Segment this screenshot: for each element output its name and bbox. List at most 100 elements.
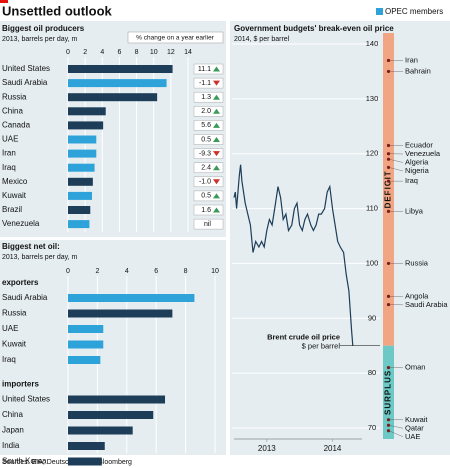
x-tick-label: 12: [167, 49, 175, 56]
change-label: nil: [204, 221, 211, 228]
breakeven-label: UAE: [405, 432, 420, 441]
change-arrow: [213, 137, 220, 142]
x-tick-label: 14: [184, 49, 192, 56]
change-label: 5.6: [201, 122, 211, 129]
zone-label: DEFICIT: [384, 170, 393, 208]
category-label: Saudi Arabia: [2, 78, 48, 87]
change-box: [193, 63, 224, 75]
x-tick-label: 10: [150, 49, 158, 56]
change-box: [193, 77, 224, 89]
change-box: [193, 148, 224, 159]
panel: [0, 240, 226, 455]
legend-label: OPEC members: [385, 7, 443, 16]
category-label: Venezuela: [2, 219, 40, 228]
breakeven-dot: [386, 418, 391, 422]
y-tick-label: 120: [366, 149, 379, 158]
annotation: Brent crude oil price: [267, 333, 340, 342]
change-label: 11.1: [198, 66, 211, 73]
panel-subtitle: 2014, $ per barrel: [234, 36, 290, 43]
change-arrow: [213, 94, 220, 100]
change-arrow: [213, 108, 220, 114]
y-tick-label: 90: [368, 313, 376, 322]
category-label: Mexico: [2, 177, 28, 186]
group-label: exporters: [2, 278, 39, 287]
breakeven-label: Qatar: [405, 423, 424, 432]
bar: [68, 121, 104, 130]
category-label: Brazil: [2, 205, 22, 214]
category-label: UAE: [2, 324, 18, 333]
breakeven-dot: [386, 58, 391, 63]
panel-title: Biggest net oil:: [2, 242, 60, 251]
breakeven-label: Angola: [405, 291, 429, 300]
change-arrow: [213, 151, 220, 157]
breakeven-dot: [386, 69, 391, 74]
x-tick-label: 4: [125, 268, 129, 275]
breakeven-dot: [386, 179, 391, 183]
bar: [68, 79, 167, 88]
change-label: 0.5: [201, 193, 211, 200]
category-label: Iraq: [2, 163, 16, 172]
line: [233, 164, 354, 346]
x-tick-label: 2014: [324, 444, 342, 453]
leader: [388, 167, 404, 172]
breakeven-dot: [386, 143, 391, 148]
category-label: United States: [2, 64, 50, 73]
bar: [68, 163, 95, 172]
breakeven-dot: [386, 302, 391, 307]
bar: [68, 356, 101, 364]
category-label: Japan: [2, 426, 24, 435]
change-arrow: [213, 165, 220, 171]
breakeven-label: Ecuador: [405, 140, 433, 149]
breakeven-label: Nigeria: [405, 166, 430, 175]
x-tick-label: 2013: [258, 444, 276, 453]
change-label: 2.4: [201, 165, 211, 172]
breakeven-label: Iraq: [405, 176, 418, 185]
change-header: % change on a year earlier: [136, 35, 215, 42]
breakeven-dot: [386, 366, 391, 370]
zone: [383, 33, 394, 346]
bar: [68, 107, 106, 116]
change-label: 1.6: [201, 207, 211, 214]
panel: [0, 21, 226, 237]
x-tick-label: 4: [100, 49, 104, 56]
x-tick-label: 8: [184, 268, 188, 275]
change-label: -1.1: [199, 80, 211, 87]
category-label: Kuwait: [2, 340, 27, 349]
breakeven-dot: [386, 152, 391, 156]
x-tick-label: 2: [95, 268, 99, 275]
breakeven-label: Russia: [405, 258, 429, 267]
annotation: $ per barrel: [302, 342, 341, 351]
change-box: [193, 190, 224, 202]
panel-title: Biggest oil producers: [2, 24, 85, 33]
breakeven-dot: [386, 165, 391, 170]
breakeven-label: Venezuela: [405, 149, 441, 158]
bar: [68, 294, 195, 302]
y-tick-label: 100: [366, 258, 379, 267]
category-label: Canada: [2, 121, 31, 130]
category-label: Kuwait: [2, 191, 27, 200]
bar: [68, 177, 93, 186]
bar: [68, 340, 104, 349]
bar: [68, 65, 173, 73]
bar: [68, 309, 173, 318]
y-tick-label: 130: [366, 94, 379, 103]
bar: [68, 325, 104, 333]
y-tick-label: 110: [366, 204, 378, 213]
category-label: Iran: [2, 149, 16, 158]
change-arrow: [213, 80, 220, 86]
breakeven-dot: [386, 261, 391, 266]
change-arrow: [213, 207, 220, 213]
change-label: -9.3: [199, 150, 211, 157]
change-label: -1.0: [199, 179, 211, 186]
leader: [388, 425, 404, 429]
breakeven-label: Saudi Arabia: [405, 300, 448, 309]
change-arrow: [213, 66, 220, 72]
panel: [230, 21, 450, 455]
change-box: [193, 134, 224, 145]
breakeven-dot: [386, 294, 391, 298]
breakeven-dot: [386, 429, 391, 433]
category-label: Saudi Arabia: [2, 293, 48, 302]
y-tick-label: 80: [368, 368, 376, 377]
accent: [0, 0, 8, 3]
change-arrow: [213, 179, 220, 185]
